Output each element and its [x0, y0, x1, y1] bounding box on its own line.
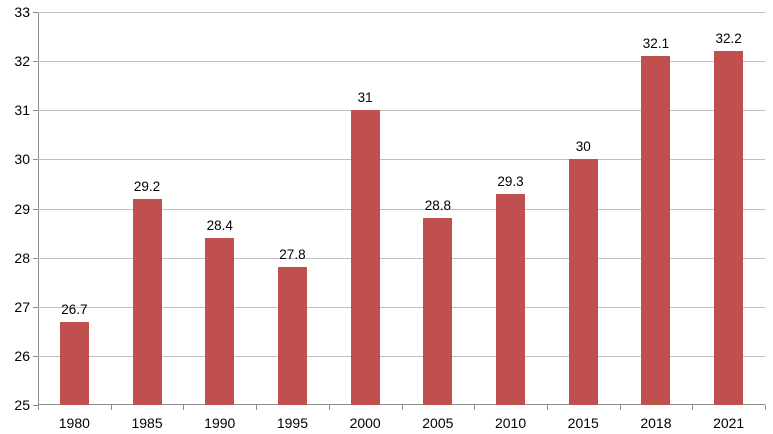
gridline: [38, 110, 765, 112]
x-category-label: 2021: [713, 415, 745, 431]
x-category-label: 1985: [131, 415, 163, 431]
x-axis-tick: [110, 405, 112, 410]
x-axis-tick: [546, 405, 548, 410]
y-tick-label: 28: [14, 249, 30, 266]
x-axis-tick: [256, 405, 258, 410]
gridline: [38, 61, 765, 63]
y-tick-label: 29: [14, 200, 30, 217]
y-tick-label: 26: [14, 347, 30, 364]
y-axis-tick: [33, 257, 38, 259]
plot-area: 25 26 27 28 29 30 31 32 33 26.7 1980 29.2 1985 28.4 19…: [14, 5, 766, 431]
x-category-label: 2005: [422, 415, 454, 431]
x-category-label: 2000: [349, 415, 381, 431]
y-axis-tick: [33, 12, 38, 13]
x-axis-line: [38, 404, 765, 405]
y-axis-tick: [33, 306, 38, 308]
gridline: [38, 355, 765, 357]
bar-2021: [714, 51, 744, 405]
value-label: 29.2: [133, 178, 161, 194]
x-axis-tick: [38, 405, 39, 410]
y-tick-label: 25: [14, 397, 30, 413]
bar-1990: [205, 237, 235, 405]
value-label: 27.8: [279, 247, 306, 263]
value-label: 32.1: [642, 36, 670, 52]
bar-1985: [132, 198, 162, 405]
x-category-label: 2015: [567, 415, 599, 431]
y-axis-tick: [33, 61, 38, 63]
x-category-label: 2010: [494, 415, 527, 431]
value-label: 28.8: [424, 198, 451, 214]
y-axis-tick: [33, 110, 38, 112]
value-label: 31: [357, 90, 373, 106]
gridline: [38, 257, 765, 259]
y-tick-label: 27: [14, 298, 30, 315]
y-tick-label: 30: [14, 151, 30, 168]
bar-1980: [59, 321, 89, 405]
y-axis-tick: [33, 208, 38, 210]
x-category-label: 1990: [204, 415, 236, 431]
bar-1995: [277, 267, 307, 405]
x-axis-tick: [183, 405, 185, 410]
x-category-label: 2018: [640, 415, 672, 431]
gridline: [38, 12, 765, 13]
value-label: 29.3: [497, 173, 524, 189]
bar-2018: [641, 56, 671, 405]
bar-2005: [423, 218, 453, 405]
x-category-label: 1980: [58, 415, 90, 431]
x-axis-tick: [619, 405, 621, 410]
x-axis-tick: [328, 405, 330, 410]
y-tick-label: 32: [14, 53, 30, 70]
y-axis-tick: [33, 405, 38, 406]
bar-2010: [496, 193, 526, 405]
value-label: 28.4: [206, 217, 233, 233]
x-axis-tick: [692, 405, 694, 410]
x-axis-tick: [765, 405, 766, 410]
x-category-label: 1995: [276, 415, 309, 431]
x-axis-tick: [401, 405, 403, 410]
gridline: [38, 208, 765, 210]
gridline: [38, 159, 765, 161]
value-label: 30: [575, 139, 591, 155]
bar-2015: [568, 159, 598, 405]
value-label: 32.2: [715, 31, 742, 47]
value-label: 26.7: [61, 301, 88, 317]
y-axis-tick: [33, 355, 38, 357]
y-axis-tick: [33, 159, 38, 161]
y-tick-label: 33: [14, 4, 30, 20]
gridline: [38, 306, 765, 308]
x-axis-tick: [474, 405, 476, 410]
bar-2000: [350, 110, 380, 405]
y-tick-label: 31: [14, 102, 30, 119]
